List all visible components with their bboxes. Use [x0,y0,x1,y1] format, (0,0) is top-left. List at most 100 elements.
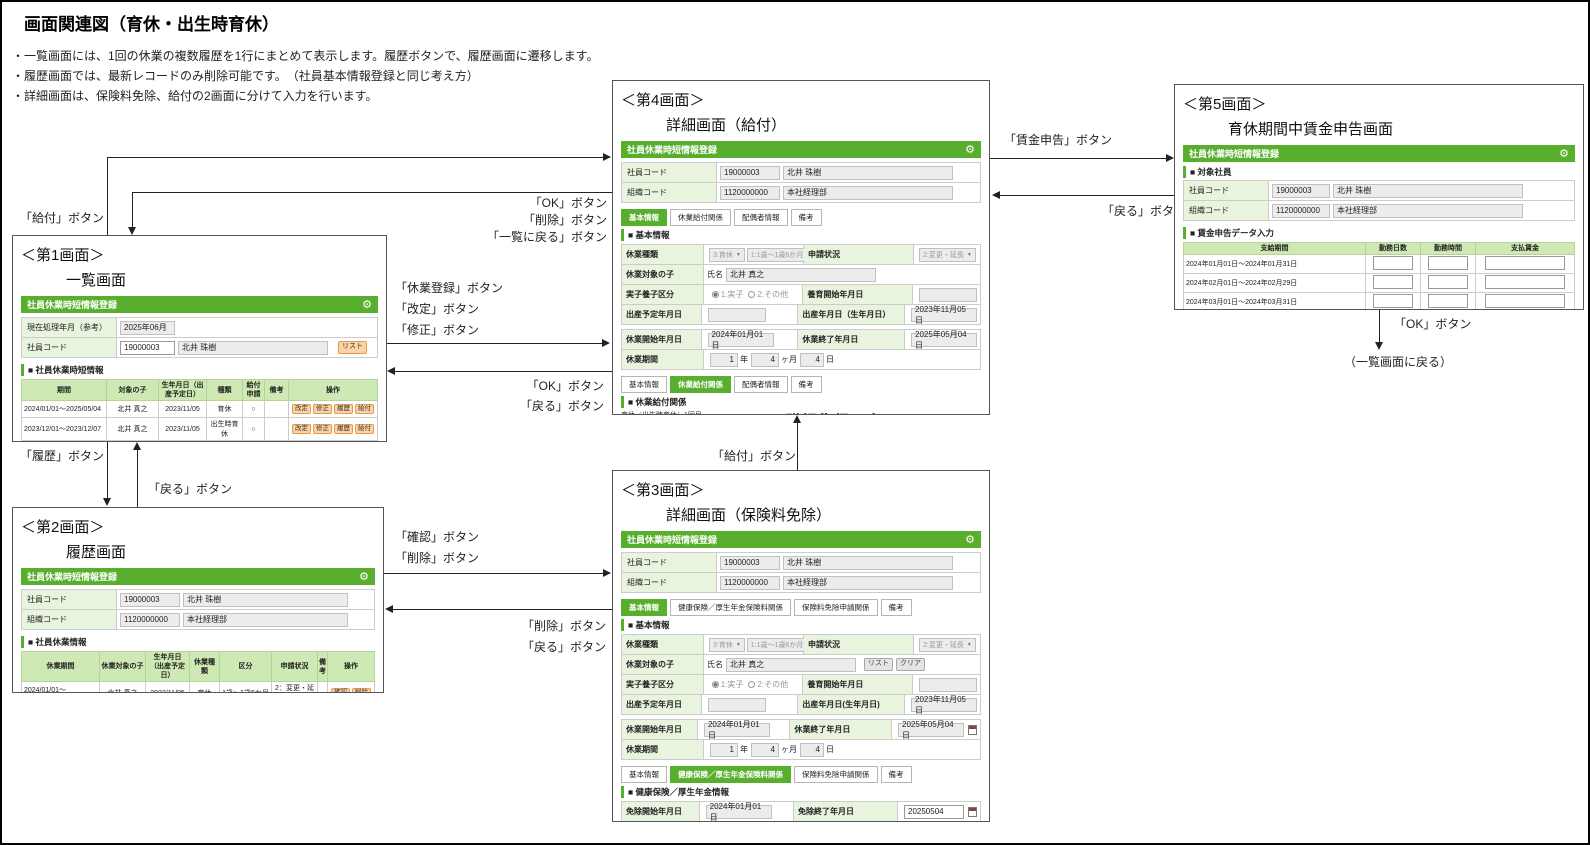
tab-strip: 基本情報 休業給付関係 配偶者情報 備考 [621,209,981,226]
label-line: 「戻る」ボタン [519,399,604,413]
gear-icon[interactable]: ⚙ [362,299,372,311]
tab-basic[interactable]: 基本情報 [621,766,667,783]
work-hours-input[interactable] [1428,294,1468,309]
tab-spouse[interactable]: 配偶者情報 [734,376,788,393]
tab-benefit[interactable]: 休業給付関係 [670,376,731,393]
col-ops: 操作 [288,378,378,402]
arrowhead [992,191,1000,199]
section-heading: ■ 基本情報 [621,619,981,631]
emp-name-value: 北井 珠樹 [783,555,953,570]
arrow-line [137,449,138,507]
work-days-input[interactable] [1373,275,1413,290]
sakujo-button[interactable]: 削除 [352,688,371,692]
select-value: 3:育休 [713,251,733,259]
calendar-icon[interactable] [968,806,977,817]
kyufu-button[interactable]: 給付 [355,424,374,435]
exempt-end-input[interactable]: 20250504 [904,804,964,819]
paid-wage-input[interactable] [1485,256,1565,271]
app-title-bar: 社員休業時短情報登録 ⚙ [1183,145,1575,162]
app-title: 社員休業時短情報登録 [27,300,118,310]
name-prefix: 氏名 [707,270,723,279]
list-button[interactable]: リスト [338,341,367,354]
tab-basic[interactable]: 基本情報 [621,209,667,226]
kakunin-button[interactable]: 確認 [331,688,350,692]
work-hours-input[interactable] [1428,256,1468,271]
col-period: 休業期間 [21,650,100,683]
note-line: ・履歴画面では、最新レコードのみ削除可能です。 （社員基本情報登録と同じ考え方） [12,69,479,83]
work-days-input[interactable] [1373,294,1413,309]
adopt-options: 1:実子 2:その他 [704,675,804,694]
tab-basic[interactable]: 基本情報 [621,599,667,616]
tab-note[interactable]: 備考 [880,766,912,783]
paid-wage-input[interactable] [1485,294,1565,309]
cell-status: 2：変更・延長 [271,681,318,692]
col-type: 種類 [206,378,243,402]
leave-start-row: 休業開始年月日 2024年01月01日 休業終了年月日 2025年05月04日 [622,720,980,740]
section-heading: ■ 基本情報 [621,229,981,241]
radio-other [748,681,756,688]
work-days-input[interactable] [1373,256,1413,271]
arrow-line [797,422,798,470]
gear-icon[interactable]: ⚙ [965,144,975,156]
paid-wage-input[interactable] [1485,275,1565,290]
label-benefit-button: 「給付」ボタン [20,211,105,225]
cell-work-hours [1420,292,1476,309]
shusei-button[interactable]: 修正 [313,404,332,415]
label-return-to-list: （一覧画面に戻る） [1344,355,1453,369]
days-input: 4 [800,352,824,367]
kaitei-button[interactable]: 改定 [292,404,311,415]
emp-code-value: 19000003 [720,165,780,180]
tab-note[interactable]: 備考 [790,209,822,226]
arrowhead [603,153,611,161]
care-start-value [913,675,980,694]
col-period: 期間 [21,378,107,402]
arrow-line [132,192,612,193]
gear-icon[interactable]: ⚙ [965,534,975,546]
exempt-end-label: 免除終了年月日 [794,802,898,821]
emp-name-value: 北井 珠樹 [183,592,348,607]
cell-period: 2023/11/05～2023/11/23 [21,440,107,441]
clear-button[interactable]: クリア [896,658,925,671]
tab-note[interactable]: 備考 [790,376,822,393]
section-heading: ■ 対象社員 [1183,166,1575,178]
note-line: ・一覧画面には、1回の休業の複数履歴を1行にまとめて表示します。履歴ボタンで、履… [12,49,599,63]
gear-icon[interactable]: ⚙ [1559,148,1569,160]
child-row: 休業対象の子 氏名 北井 真之 [622,265,980,285]
list-button[interactable]: リスト [864,658,893,671]
shusei-button[interactable]: 修正 [313,424,332,435]
rireki-button[interactable]: 履歴 [334,404,353,415]
name-prefix: 氏名 [707,660,723,669]
tab-insurance[interactable]: 健康保険／厚生年金保険料関係 [670,766,791,783]
label-history-button: 「履歴」ボタン [20,449,105,463]
cell-work-days [1365,292,1421,309]
tab-benefit[interactable]: 休業給付関係 [670,209,731,226]
emp-code-input[interactable]: 19000003 [120,340,175,355]
leave-start-input: 2024年01月01日 [703,720,770,740]
label-line: 「OK」ボタン [529,196,607,210]
tab-exemption[interactable]: 保険料免除申請関係 [794,766,878,783]
tab-insurance[interactable]: 健康保険／厚生年金保険料関係 [670,599,791,616]
cell-period: 2023/12/01～2023/12/07 [21,417,107,441]
table-row: 2024年03月01日～2024年03月31日 [1183,292,1575,309]
label-wage-button: 「賃金申告」ボタン [1004,133,1113,147]
calendar-icon[interactable] [968,724,977,735]
rireki-button[interactable]: 履歴 [334,424,353,435]
screen-4-heading: ＜第4画面＞ [621,92,705,109]
tab-basic[interactable]: 基本情報 [621,376,667,393]
emp-code-row: 社員コード 19000003 北井 珠樹 [1183,181,1575,201]
screen-5-panel: ＜第5画面＞ 育休期間中賃金申告画面 社員休業時短情報登録 ⚙ ■ 対象社員 社… [1174,84,1584,310]
kyufu-button[interactable]: 給付 [355,404,374,415]
tab-spouse[interactable]: 配偶者情報 [734,209,788,226]
kaitei-button[interactable]: 改定 [292,424,311,435]
tab-note[interactable]: 備考 [880,599,912,616]
leave-length-label: 休業期間 [622,740,704,759]
cell-period: 2024/01/01～2025/05/04 [21,400,107,419]
tab-exemption[interactable]: 保険料免除申請関係 [794,599,878,616]
gear-icon[interactable]: ⚙ [359,571,369,583]
page-title: 画面関連図（育休・出生時育休） [24,15,279,34]
cell-work-hours [1420,254,1476,275]
work-hours-input[interactable] [1428,275,1468,290]
